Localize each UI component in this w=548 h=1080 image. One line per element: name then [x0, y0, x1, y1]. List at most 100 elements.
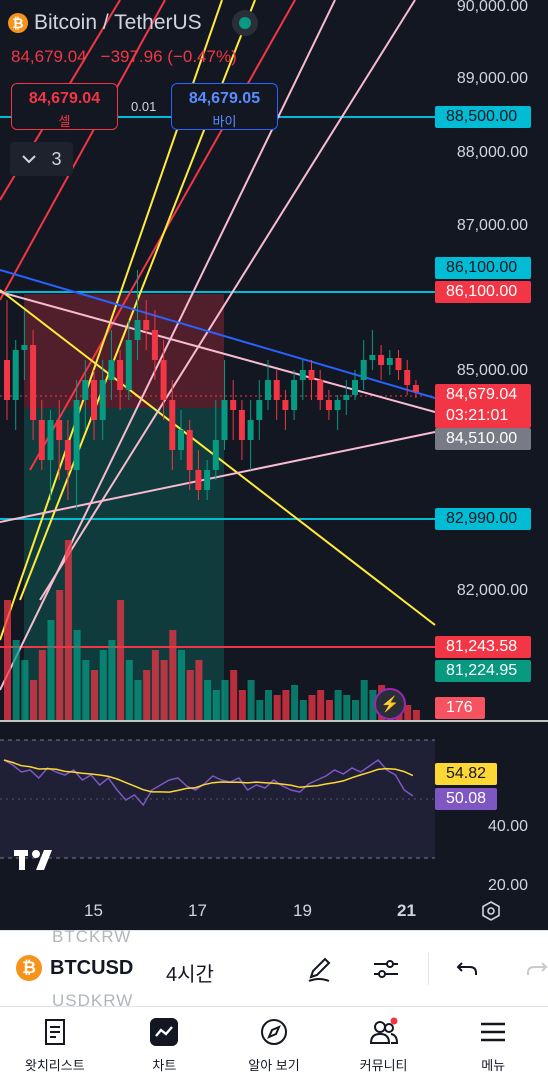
chart-icon — [150, 1018, 179, 1046]
current-price-value: 84,679.04 — [446, 386, 518, 403]
volume-bar — [230, 670, 238, 720]
short-position-loss-zone — [24, 294, 224, 408]
price-tag-86100-a: 86,100.00 — [435, 257, 531, 279]
trend-line-pink-3[interactable] — [0, 291, 436, 413]
volume-bar — [108, 640, 116, 720]
trend-line-pink-4[interactable] — [0, 431, 436, 523]
nav-label: 알아 보기 — [248, 1058, 300, 1073]
menu-icon — [481, 1022, 506, 1042]
ghost-symbol-bottom: USDKRW — [52, 991, 134, 1010]
bitcoin-icon: ₿ — [8, 13, 28, 33]
nav-watchlist[interactable]: 왓치리스트 — [0, 1007, 110, 1080]
price-axis-label: 88,000.00 — [456, 144, 528, 161]
nav-label: 왓치리스트 — [24, 1058, 85, 1073]
price-axis-label: 87,000.00 — [456, 217, 528, 234]
candle-body — [178, 430, 184, 450]
symbol-header[interactable]: ₿ Bitcoin / TetherUS — [8, 10, 258, 36]
candle-body — [195, 470, 202, 490]
candle-body — [386, 358, 393, 365]
candle-body — [143, 320, 150, 330]
pencil-icon[interactable] — [303, 953, 335, 985]
chevron-down-icon — [22, 155, 37, 164]
buy-button[interactable]: 84,679.05 바이 — [171, 83, 278, 130]
candle-body — [125, 340, 132, 390]
volume-bar — [91, 670, 98, 720]
chart-area[interactable]: ₿ Bitcoin / TetherUS 84,679.04 −397.96 (… — [0, 0, 548, 930]
market-status-icon[interactable] — [231, 10, 258, 36]
candle-body — [352, 380, 358, 395]
candle-body — [38, 420, 45, 460]
sell-button[interactable]: 84,679.04 셀 — [11, 83, 118, 130]
symbol-selector[interactable]: ₿ BTCUSD — [16, 955, 133, 981]
volume-bar — [256, 700, 264, 720]
volume-bar — [325, 700, 333, 720]
volume-bar — [134, 680, 142, 720]
candle-body — [64, 440, 71, 470]
time-axis-label: 19 — [293, 901, 312, 920]
ghost-symbol-top: BTCKRW — [52, 927, 132, 946]
volume-bar — [99, 650, 107, 720]
nav-menu[interactable]: 메뉴 — [438, 1007, 548, 1080]
volume-bar — [195, 660, 203, 720]
volume-bar — [73, 630, 81, 720]
buy-label: 바이 — [212, 114, 237, 129]
candle-body — [221, 400, 228, 440]
nav-label: 차트 — [152, 1058, 177, 1073]
rsi-axis-label: 40.00 — [487, 818, 528, 835]
bitcoin-icon: ₿ — [16, 955, 42, 981]
candle-body — [378, 355, 385, 365]
volume-bar — [334, 690, 342, 720]
volume-bar — [4, 600, 11, 720]
watchlist-icon — [44, 1019, 65, 1045]
volume-bar — [352, 700, 359, 720]
volume-bar — [308, 695, 316, 720]
candle-body — [412, 385, 419, 392]
nav-explore[interactable]: 알아 보기 — [219, 1007, 329, 1080]
volume-bar — [282, 690, 290, 720]
volume-bar — [273, 695, 281, 720]
volume-bar — [30, 680, 38, 720]
volume-bar — [317, 690, 325, 720]
interval-selector[interactable]: 4시간 — [166, 964, 214, 986]
last-price: 84,679.04 — [11, 47, 87, 66]
rsi-tag: 50.08 — [435, 788, 497, 810]
bottom-navigation: 왓치리스트 차트 알아 보기 커뮤니티 메뉴 — [0, 1006, 548, 1080]
volume-bar — [38, 650, 46, 720]
volume-bar — [247, 680, 255, 720]
volume-bar — [12, 640, 20, 720]
candle-body — [343, 395, 350, 400]
candle-body — [82, 380, 89, 400]
candle-body — [360, 360, 367, 380]
nav-label: 메뉴 — [481, 1058, 506, 1073]
volume-bar — [117, 600, 125, 720]
candle-body — [91, 380, 97, 420]
candle-body — [282, 400, 289, 410]
candlesticks — [4, 270, 419, 510]
settings-icon[interactable] — [480, 900, 502, 922]
nav-community[interactable]: 커뮤니티 — [329, 1007, 439, 1080]
candle-body — [134, 320, 141, 340]
candle-body — [334, 400, 341, 410]
sliders-icon[interactable] — [370, 953, 402, 985]
tradingview-logo-icon — [14, 848, 62, 879]
volume-bar — [360, 680, 368, 720]
candle-body — [169, 400, 176, 450]
volume-bar — [160, 660, 168, 720]
indicators-collapse-button[interactable]: 3 — [10, 142, 73, 176]
candle-body — [73, 400, 80, 470]
sell-price: 84,679.04 — [28, 90, 101, 107]
nav-chart[interactable]: 차트 — [110, 1007, 220, 1080]
trend-line-red-2[interactable] — [0, 0, 166, 301]
undo-icon[interactable] — [452, 953, 484, 985]
candle-body — [299, 370, 306, 380]
price-axis-label: 85,000.00 — [456, 362, 528, 379]
symbol-title[interactable]: Bitcoin / TetherUS — [34, 11, 202, 34]
price-tag-88500: 88,500.00 — [435, 106, 531, 128]
quote-row: 84,679.04 −397.96 (−0.47%) — [11, 47, 237, 67]
bar-countdown: 03:21:01 — [446, 407, 509, 424]
volume-bar — [221, 680, 229, 720]
redo-icon[interactable] — [520, 953, 548, 985]
volume-bar — [178, 650, 185, 720]
lightning-icon[interactable]: ⚡ — [374, 688, 406, 720]
spread-value: 0.01 — [131, 99, 157, 114]
